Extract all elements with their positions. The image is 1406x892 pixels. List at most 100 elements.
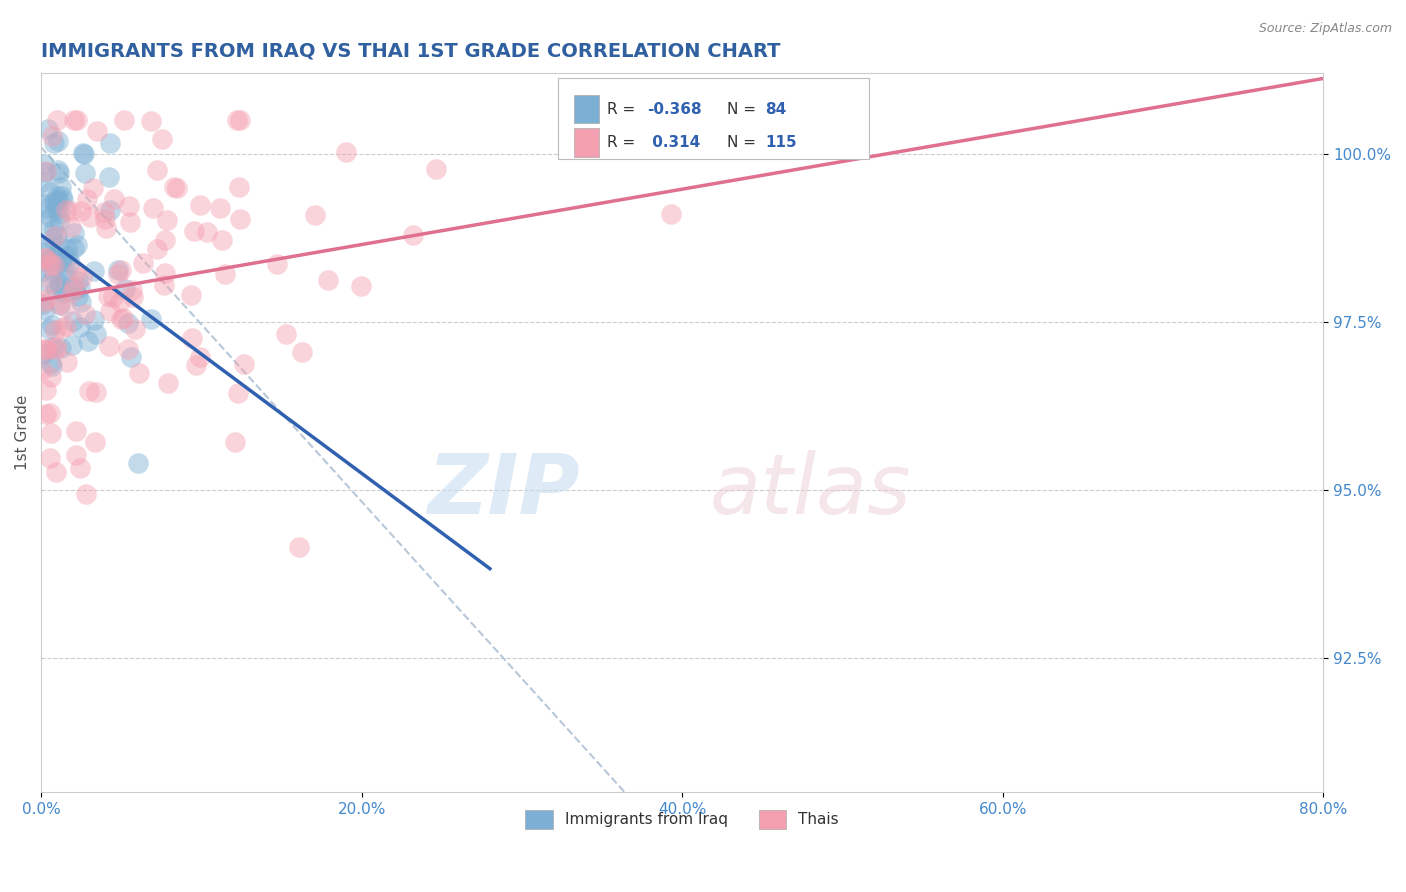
- Point: [46, 113, 69, 128]
- Point: [41, 232, 63, 246]
- Point: [117, 342, 139, 356]
- Point: [107, 262, 129, 277]
- Point: [38, 276, 60, 290]
- Point: [163, 179, 186, 194]
- Point: [211, 233, 233, 247]
- Point: [153, 266, 176, 280]
- Point: [45, 188, 67, 202]
- Point: [63, 241, 86, 255]
- Point: [84, 435, 107, 450]
- Point: [65, 448, 87, 462]
- Point: [32, 294, 55, 309]
- Text: 0.314: 0.314: [647, 135, 700, 150]
- Point: [156, 213, 179, 227]
- Point: [32, 264, 55, 278]
- Point: [188, 351, 211, 365]
- Point: [49, 179, 72, 194]
- Point: [132, 256, 155, 270]
- Point: [51, 189, 73, 203]
- Point: [51, 255, 73, 269]
- Text: ZIP: ZIP: [427, 450, 579, 531]
- Point: [41, 359, 63, 373]
- Point: [79, 210, 101, 224]
- Point: [48, 193, 70, 207]
- Point: [114, 281, 136, 295]
- Point: [180, 331, 202, 345]
- Point: [291, 345, 314, 359]
- Point: [65, 282, 87, 296]
- Text: IMMIGRANTS FROM IRAQ VS THAI 1ST GRADE CORRELATION CHART: IMMIGRANTS FROM IRAQ VS THAI 1ST GRADE C…: [41, 42, 780, 61]
- Point: [232, 357, 254, 371]
- Point: [141, 311, 163, 326]
- Point: [41, 129, 63, 144]
- Point: [32, 216, 55, 230]
- Point: [96, 221, 118, 235]
- Point: [69, 461, 91, 475]
- Point: [117, 199, 139, 213]
- Point: [59, 220, 82, 235]
- Point: [70, 295, 93, 310]
- Point: [62, 314, 84, 328]
- Point: [34, 165, 56, 179]
- Point: [66, 288, 89, 302]
- Point: [55, 318, 77, 333]
- Point: [226, 385, 249, 400]
- Point: [103, 192, 125, 206]
- Point: [120, 350, 142, 364]
- Point: [51, 321, 73, 335]
- Point: [38, 255, 60, 269]
- Point: [44, 323, 66, 337]
- Point: [335, 145, 357, 160]
- Point: [48, 166, 70, 180]
- Point: [229, 211, 252, 226]
- Point: [38, 406, 60, 420]
- Point: [93, 211, 115, 226]
- Point: [128, 366, 150, 380]
- Text: N =: N =: [727, 102, 761, 117]
- Point: [229, 113, 252, 128]
- Point: [44, 222, 66, 236]
- Point: [276, 327, 298, 342]
- Point: [32, 346, 55, 360]
- Point: [35, 163, 58, 178]
- Point: [42, 194, 65, 209]
- Point: [41, 318, 63, 333]
- Point: [42, 258, 65, 272]
- Point: [98, 170, 121, 185]
- Point: [146, 242, 169, 256]
- Point: [83, 264, 105, 278]
- Legend: Immigrants from Iraq, Thais: Immigrants from Iraq, Thais: [519, 804, 845, 835]
- Point: [48, 275, 70, 289]
- Point: [49, 280, 72, 294]
- Point: [100, 202, 122, 217]
- Point: [117, 316, 139, 330]
- Point: [142, 201, 165, 215]
- Point: [180, 287, 202, 301]
- Point: [44, 342, 66, 356]
- Point: [188, 197, 211, 211]
- Point: [98, 136, 121, 150]
- Point: [75, 487, 97, 501]
- Text: -0.368: -0.368: [647, 102, 702, 117]
- Point: [67, 274, 90, 288]
- Text: N =: N =: [727, 135, 761, 150]
- Point: [51, 285, 73, 300]
- Point: [46, 193, 69, 207]
- Point: [112, 113, 135, 128]
- Point: [44, 229, 66, 244]
- Point: [35, 384, 58, 398]
- Point: [39, 185, 62, 199]
- Point: [55, 203, 77, 218]
- Point: [41, 275, 63, 289]
- Point: [55, 266, 77, 280]
- Point: [97, 289, 120, 303]
- Point: [83, 312, 105, 326]
- Point: [63, 226, 86, 240]
- Point: [34, 303, 56, 318]
- Point: [401, 227, 423, 242]
- Point: [121, 290, 143, 304]
- Point: [31, 297, 53, 311]
- Point: [38, 321, 60, 335]
- Point: [37, 122, 59, 136]
- Point: [153, 278, 176, 293]
